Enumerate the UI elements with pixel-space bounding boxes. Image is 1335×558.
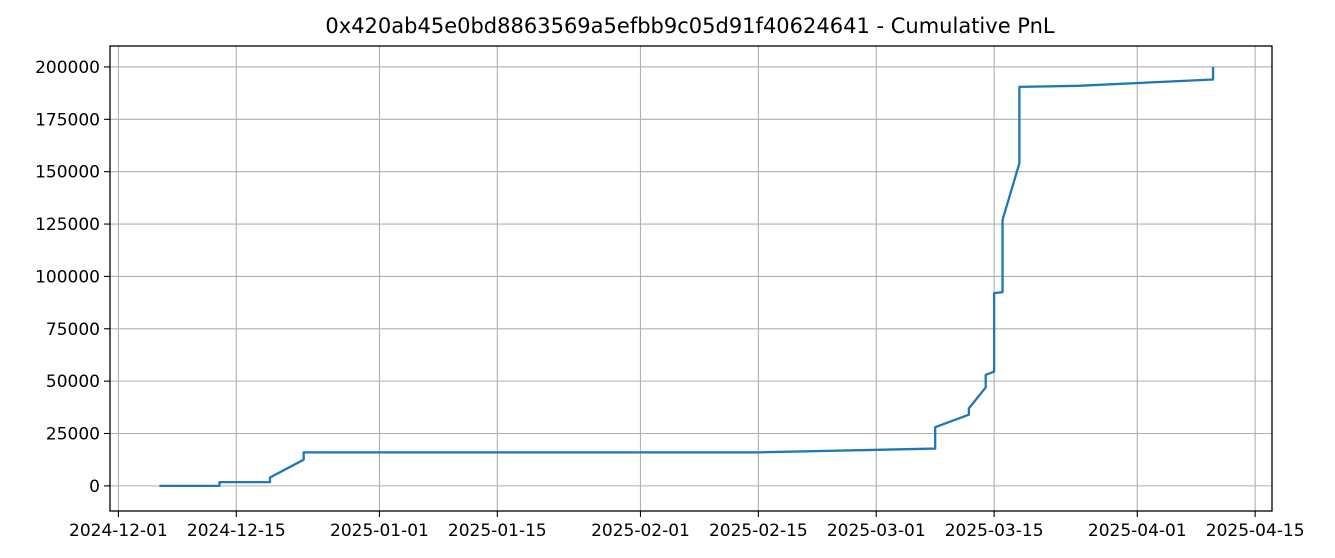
x-tick-label: 2025-02-01 xyxy=(591,521,690,541)
y-axis: 0 25000 50000 75000 100000 125000 150000 175000… xyxy=(35,58,110,497)
pnl-series-line xyxy=(159,66,1215,488)
x-tick-label: 2025-03-01 xyxy=(827,521,926,541)
y-tick-label: 150000 xyxy=(35,163,100,183)
y-tick-label: 200000 xyxy=(35,58,100,78)
plot-frame xyxy=(109,45,1273,512)
x-tick-label: 2025-01-15 xyxy=(448,521,547,541)
x-tick-label: 2025-04-01 xyxy=(1088,521,1187,541)
y-tick-label: 125000 xyxy=(35,215,100,235)
x-tick-label: 2025-01-01 xyxy=(330,521,429,541)
chart-title: 0x420ab45e0bd8863569a5efbb9c05d91f406246… xyxy=(325,14,1054,38)
y-tick-label: 75000 xyxy=(46,320,100,340)
grid-lines xyxy=(110,46,1272,511)
x-tick-label: 2025-03-15 xyxy=(945,521,1044,541)
x-axis: 2024-12-01 2024-12-15 2025-01-01 2025-01-15… xyxy=(69,511,1305,541)
plot-lines xyxy=(159,66,1215,488)
y-tick-label: 100000 xyxy=(35,267,100,287)
y-tick-label: 175000 xyxy=(35,110,100,130)
y-tick-label: 0 xyxy=(89,477,100,497)
y-tick-label: 50000 xyxy=(46,372,100,392)
x-tick-label: 2025-02-15 xyxy=(709,521,808,541)
y-tick-label: 25000 xyxy=(46,425,100,445)
x-tick-label: 2025-04-15 xyxy=(1206,521,1305,541)
x-tick-label: 2024-12-15 xyxy=(187,521,286,541)
x-tick-label: 2024-12-01 xyxy=(69,521,168,541)
